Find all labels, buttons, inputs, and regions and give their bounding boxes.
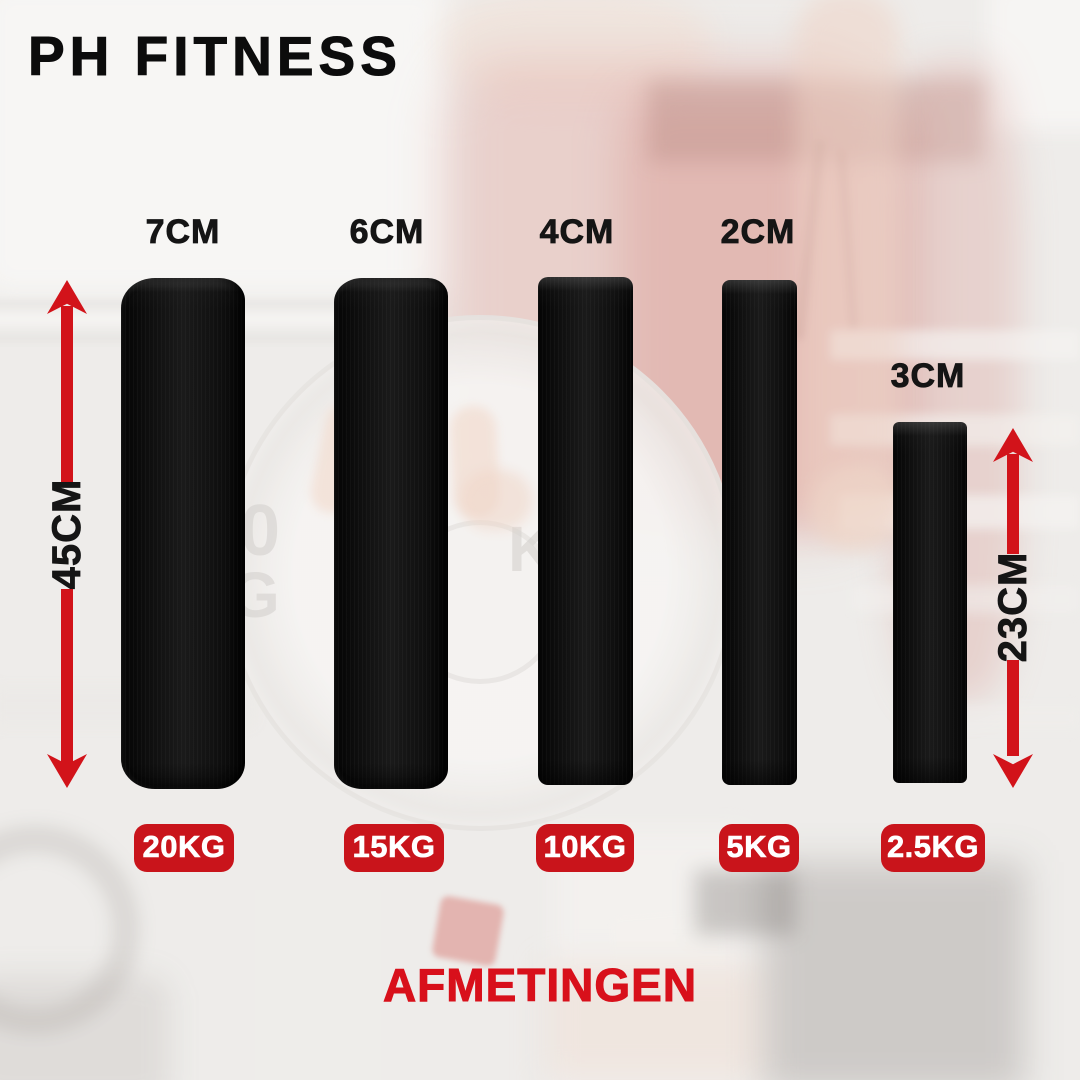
gym-rail (830, 330, 1080, 360)
plate-20kg-side-view (121, 278, 245, 789)
gym-window-light (988, 0, 1080, 130)
plate-10kg-side-view (538, 277, 633, 785)
weight-badge-20kg: 20KG (134, 824, 234, 872)
arrow-shaft (1007, 454, 1019, 554)
diameter-arrow-23cm: 23CM (982, 428, 1044, 788)
arrowhead-down-icon (993, 754, 1033, 788)
athlete-legs (695, 870, 795, 935)
shorts-waistband (648, 80, 983, 162)
shorts-drawstring (836, 149, 859, 331)
thickness-label-10kg: 4CM (539, 213, 615, 252)
thickness-label-20kg: 7CM (145, 213, 221, 252)
athlete-arm (795, 0, 900, 535)
weight-badge-15kg: 15KG (344, 824, 444, 872)
arrow-shaft (61, 306, 73, 486)
plate-15kg-side-view (334, 278, 448, 789)
brand-logo: PH FITNESS (28, 25, 402, 88)
athlete-hand (812, 465, 900, 551)
athlete-fingers (460, 470, 532, 530)
athlete-torso (440, 0, 710, 100)
plate-2-5kg-side-view (893, 422, 967, 783)
diameter-label-45cm: 45CM (44, 478, 89, 590)
section-title: AFMETINGEN (382, 959, 698, 1012)
arrow-shaft (1007, 660, 1019, 756)
weight-badge-2-5kg: 2.5KG (881, 824, 985, 872)
plate-5kg-side-view (722, 280, 797, 785)
athlete-fingers (449, 404, 501, 520)
athlete-red-shorts (445, 58, 875, 538)
arrow-shaft (61, 589, 73, 767)
diameter-label-23cm: 23CM (990, 551, 1035, 663)
thickness-label-15kg: 6CM (349, 213, 425, 252)
thickness-label-2-5kg: 3CM (890, 357, 966, 396)
diameter-arrow-45cm: 45CM (36, 280, 98, 788)
faded-plate-marking: 0 (240, 491, 281, 571)
thickness-label-5kg: 2CM (720, 213, 796, 252)
weight-badge-5kg: 5KG (719, 824, 799, 872)
faded-weight-plate (222, 315, 738, 831)
weight-badge-10kg: 10KG (536, 824, 634, 872)
red-strap (431, 894, 505, 968)
